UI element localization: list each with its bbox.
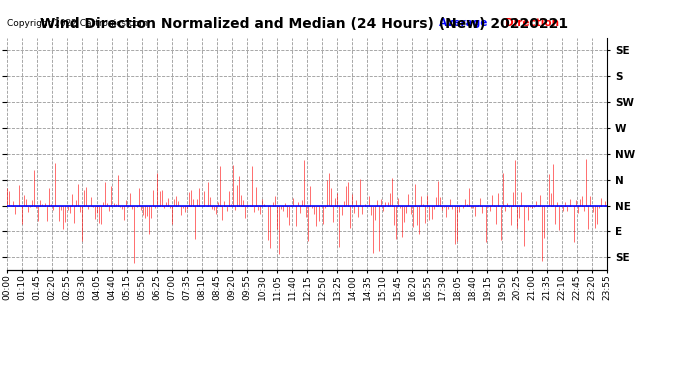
Text: Wind Direction Normalized and Median (24 Hours) (New) 20220221: Wind Direction Normalized and Median (24… [39,17,568,31]
Text: Average: Average [439,18,491,28]
Text: Direction: Direction [505,18,559,28]
Text: Copyright 2022 Cartronics.com: Copyright 2022 Cartronics.com [7,19,148,28]
